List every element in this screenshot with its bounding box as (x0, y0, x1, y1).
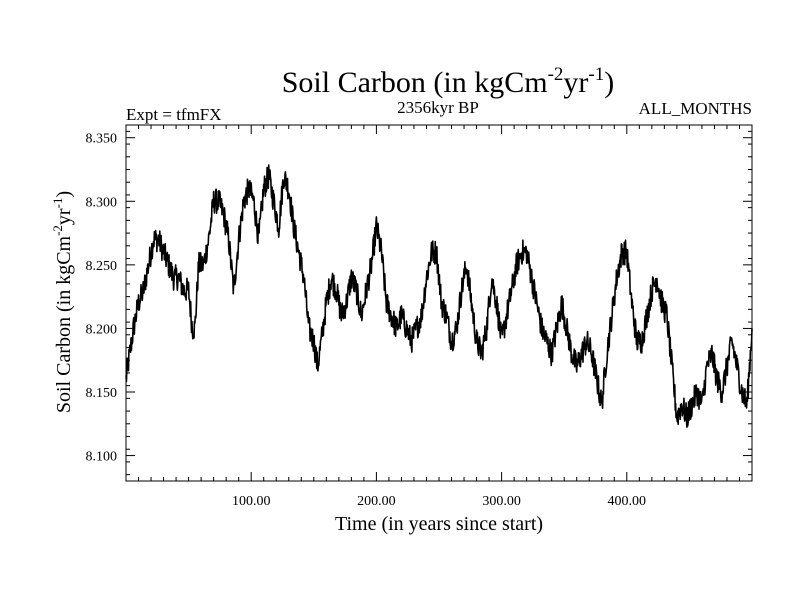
subtitle-experiment: Expt = tfmFX (126, 105, 222, 124)
y-tick-label: 8.100 (86, 450, 118, 465)
chart-title: Soil Carbon (in kgCm-2yr-1) (282, 64, 615, 99)
y-tick-label: 8.300 (86, 195, 118, 210)
series-group (125, 164, 753, 428)
x-tick-label: 200.00 (357, 494, 396, 509)
x-axis-label: Time (in years since start) (335, 513, 543, 535)
x-tick-label: 100.00 (232, 494, 271, 509)
y-tick-label: 8.250 (86, 259, 118, 274)
plot-frame (125, 124, 753, 482)
y-axis-ticks: 8.100 8.150 8.200 8.250 8.300 8.350 (86, 130, 752, 476)
subtitle-period: 2356kyr BP (397, 98, 479, 117)
y-axis-label: Soil Carbon (in kgCm-2yr-1) (50, 191, 75, 413)
x-tick-label: 300.00 (482, 494, 521, 509)
series-line (125, 164, 753, 428)
x-axis-ticks: 100.00 200.00 300.00 400.00 (138, 125, 740, 509)
x-tick-label: 400.00 (608, 494, 647, 509)
y-tick-label: 8.350 (86, 132, 118, 147)
subtitle-months: ALL_MONTHS (639, 99, 752, 118)
y-tick-label: 8.200 (86, 322, 118, 337)
y-tick-label: 8.150 (86, 386, 118, 401)
